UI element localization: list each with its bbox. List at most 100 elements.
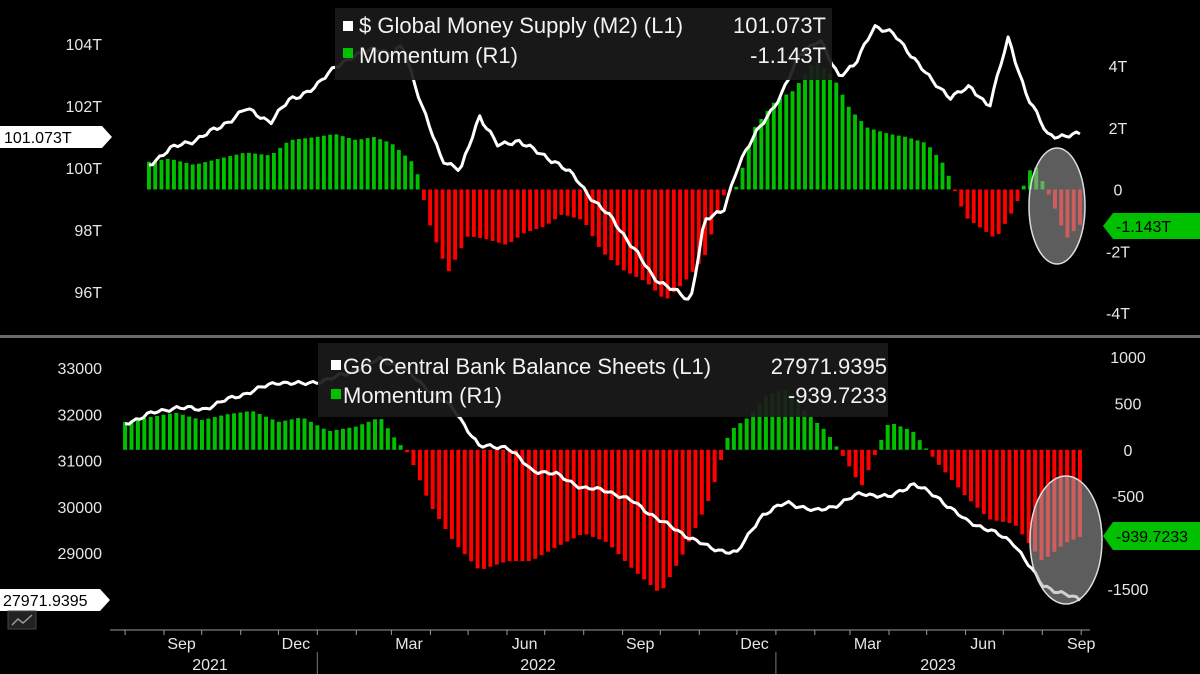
momentum-bar [853, 114, 857, 190]
momentum-bar [778, 97, 782, 190]
momentum-bar [975, 449, 980, 508]
money-supply-left-axis: 104T 102T 100T 98T 96T [66, 37, 103, 302]
left-axis-tick-label: 33000 [58, 361, 103, 378]
momentum-bar [403, 155, 408, 190]
momentum-bar [653, 189, 657, 291]
momentum-bar [721, 189, 726, 196]
momentum-bar [946, 175, 951, 190]
momentum-bar [546, 189, 551, 224]
momentum-bar [879, 440, 884, 450]
momentum-bar [302, 418, 307, 450]
right-axis-tick-label: 1000 [1110, 350, 1146, 367]
momentum-bar [353, 426, 358, 450]
momentum-bar [853, 449, 858, 478]
year-label: 2021 [192, 657, 228, 674]
chart-tool-icon[interactable] [7, 610, 37, 630]
momentum-bar [988, 449, 993, 520]
momentum-bar [719, 449, 724, 460]
momentum-bar [1007, 449, 1012, 524]
momentum-bar [629, 449, 634, 568]
money-supply-highlight-ellipse [1028, 147, 1086, 265]
momentum-bar [366, 421, 371, 450]
momentum-bar [885, 424, 890, 450]
momentum-bar [1026, 449, 1031, 543]
balance-sheet-legend-swatch [331, 360, 341, 370]
right-axis-tick-label: -1500 [1108, 582, 1149, 599]
momentum-bar [328, 430, 333, 450]
momentum-bar [238, 412, 243, 450]
balance-sheet-legend-title: G6 Central Bank Balance Sheets (L1) [343, 354, 711, 379]
money-supply-momentum-bars [147, 62, 1082, 299]
momentum-bar [678, 189, 682, 287]
momentum-bar [514, 449, 518, 562]
momentum-bar [996, 189, 1001, 235]
balance-momentum-legend-swatch [331, 389, 341, 399]
momentum-bar [221, 157, 226, 190]
momentum-bar [365, 138, 370, 190]
balance-sheet-momentum-legend-value: -939.7233 [788, 383, 887, 408]
momentum-bar [865, 127, 870, 190]
balance-sheet-panel: 33000 32000 31000 30000 29000 1000 500 0 -500 -1… [0, 343, 1200, 630]
right-axis-tick-label: 0 [1124, 443, 1133, 460]
momentum-bar [253, 153, 258, 190]
momentum-bar [415, 174, 420, 190]
momentum-bar [590, 449, 595, 537]
momentum-bar [528, 189, 533, 232]
momentum-bar [834, 446, 839, 450]
momentum-bar [172, 159, 176, 190]
momentum-bar [443, 449, 448, 529]
momentum-bar [390, 144, 395, 190]
momentum-bar [434, 189, 439, 243]
money-supply-legend-title: $ Global Money Supply (M2) (L1) [359, 13, 683, 38]
momentum-bar [309, 137, 314, 190]
momentum-bar [978, 189, 982, 228]
momentum-bar [1009, 189, 1014, 214]
month-label: Sep [626, 636, 655, 653]
momentum-bar [174, 412, 179, 450]
momentum-bar [159, 159, 164, 190]
momentum-bar [559, 189, 564, 215]
momentum-bar [321, 135, 326, 190]
momentum-bar [558, 449, 563, 545]
momentum-bar [321, 428, 326, 450]
momentum-bar [496, 189, 501, 243]
momentum-bar [353, 139, 358, 190]
right-axis-tick-label: -4T [1106, 306, 1130, 323]
momentum-bar [956, 449, 961, 488]
momentum-bar [246, 152, 251, 190]
money-supply-line [148, 24, 1081, 301]
momentum-bar [665, 189, 670, 299]
momentum-bar [990, 189, 995, 237]
momentum-bar [746, 146, 751, 190]
momentum-bar [924, 448, 929, 450]
momentum-bar [725, 437, 730, 450]
momentum-bar [796, 83, 801, 190]
right-axis-tick-label: -2T [1106, 244, 1130, 261]
momentum-bar [409, 161, 414, 190]
momentum-bar [930, 449, 935, 457]
momentum-bar [828, 73, 832, 190]
money-supply-momentum-value: -1.143T [1116, 219, 1171, 236]
momentum-bar [209, 160, 214, 190]
momentum-bar [659, 189, 664, 297]
momentum-bar [123, 421, 128, 450]
momentum-bar [943, 449, 948, 473]
momentum-bar [634, 189, 639, 277]
momentum-bar [809, 64, 814, 190]
balance-sheet-highlight-ellipse [1029, 475, 1103, 605]
momentum-bar [315, 425, 320, 450]
momentum-bar [565, 189, 570, 216]
momentum-bar [640, 189, 645, 281]
momentum-bar [699, 449, 704, 515]
right-axis-tick-label: 2T [1109, 121, 1128, 138]
momentum-bar [552, 449, 557, 549]
momentum-bar [520, 449, 525, 562]
momentum-bar [834, 82, 839, 190]
momentum-bar [462, 449, 467, 555]
money-supply-legend-value: 101.073T [733, 13, 826, 38]
momentum-bar [284, 142, 289, 190]
momentum-bar [965, 189, 970, 219]
momentum-bar [802, 410, 807, 450]
momentum-bar [459, 189, 464, 249]
